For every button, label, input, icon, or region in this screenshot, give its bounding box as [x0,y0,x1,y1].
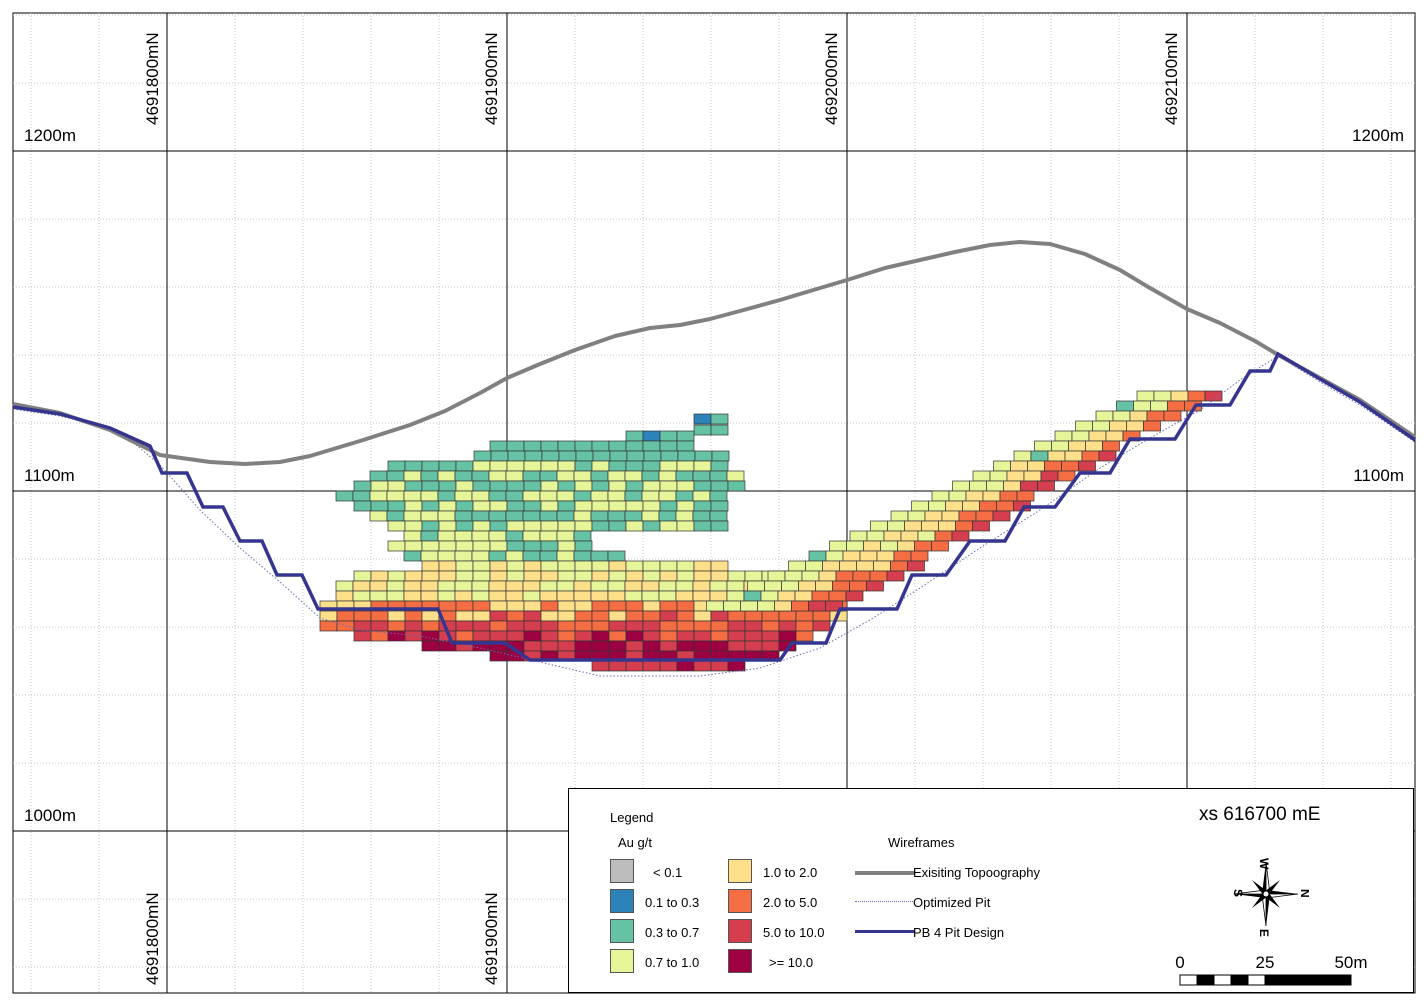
elevation-label: 1100m [24,466,75,485]
compass-s: S [1231,889,1245,897]
grade-label: < 0.1 [653,865,683,880]
swatch-5-0-10-0 [728,919,752,943]
wireframes-title: Wireframes [888,835,955,850]
elevation-label: 1100m [1353,466,1404,485]
optimized-pit-line [12,355,1416,677]
wireframe-label: Exisiting Topoography [913,865,1040,880]
grade-label: >= 10.0 [769,955,814,970]
wireframe-label: PB 4 Pit Design [913,925,1005,940]
grade-label: 0.7 to 1.0 [645,955,700,970]
northing-label-top: 4691800mN [143,32,162,125]
scale-label-25: 25 [1256,953,1275,972]
pit-design-line [12,351,1416,662]
swatch-lt-0-1 [610,859,634,883]
optimized-pit-swatch [855,901,915,902]
grade-label: 5.0 to 10.0 [763,925,825,940]
section-label: xs 616700 mE [1199,804,1321,825]
grade-label: 0.1 to 0.3 [645,895,700,910]
scale-label-0: 0 [1175,953,1184,972]
swatch-0-3-0-7 [610,919,634,943]
compass-e: E [1257,929,1271,937]
elevation-label: 1200m [1352,126,1404,145]
compass-n: N [1298,889,1309,898]
pit-design-swatch [855,930,915,933]
block-model [319,390,1223,672]
elevation-label: 1000m [24,806,76,825]
legend-unit: Au g/t [618,835,652,850]
grade-label: 0.3 to 0.7 [645,925,700,940]
compass-w: W [1257,858,1271,870]
swatch-gte-10-0 [728,949,752,973]
northing-label-bottom: 4691900mN [482,892,501,985]
northing-label-bottom: 4691800mN [143,892,162,985]
northing-label-top: 4692000mN [822,32,841,125]
swatch-2-0-5-0 [728,889,752,913]
existing-topography-line [12,240,1417,466]
northing-label-top: 4692100mN [1162,32,1181,125]
grade-label: 2.0 to 5.0 [763,895,818,910]
northing-label-top: 4691900mN [482,32,501,125]
swatch-0-1-0-3 [610,889,634,913]
scale-bar: 0 25 50m [1175,953,1368,986]
compass-rose-icon: W N S E [1231,858,1309,937]
grade-label: 1.0 to 2.0 [763,865,818,880]
scale-label-50: 50m [1334,953,1367,972]
wireframe-label: Optimized Pit [913,895,991,910]
swatch-1-0-2-0 [728,859,752,883]
elevation-label: 1200m [24,126,76,145]
legend-title: Legend [610,810,654,825]
swatch-0-7-1-0 [610,949,634,973]
topography-swatch [855,871,915,875]
legend-panel: Legend Au g/t < 0.1 0.1 to 0.3 0.3 to 0.… [568,788,1414,993]
